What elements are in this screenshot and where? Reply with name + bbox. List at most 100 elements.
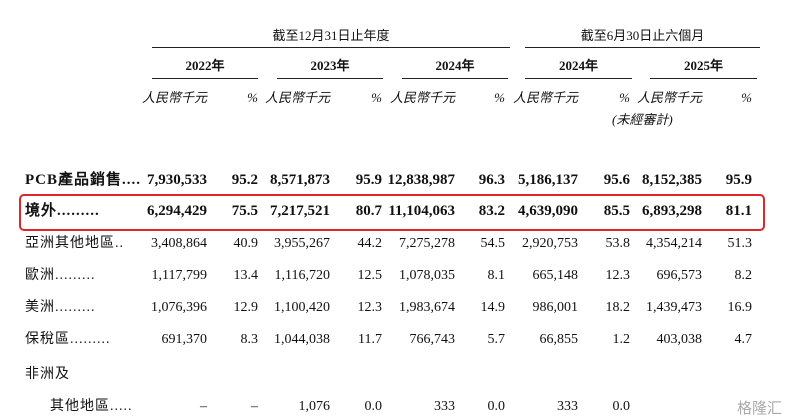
unit-label: 人民幣千元 xyxy=(141,90,207,105)
cell: – xyxy=(200,399,207,414)
cell: 8.3 xyxy=(240,332,259,347)
cell: 1,983,674 xyxy=(399,300,455,315)
unit-label: 人民幣千元 xyxy=(512,90,578,105)
cell: 403,038 xyxy=(656,332,703,347)
cell: 14.9 xyxy=(480,300,506,315)
year-header: 2025年 xyxy=(683,58,723,73)
cell: 6,893,298 xyxy=(642,203,702,219)
cell: 696,573 xyxy=(656,268,703,283)
cell: 11.7 xyxy=(358,332,382,347)
cell: 333 xyxy=(434,399,455,414)
cell: 7,217,521 xyxy=(270,203,330,219)
unit-label: 人民幣千元 xyxy=(636,90,702,105)
cell: 0.0 xyxy=(364,399,383,414)
cell: – xyxy=(251,399,258,414)
cell: 12.9 xyxy=(233,300,259,315)
row-label: 非洲及 xyxy=(25,367,70,382)
cell: 1,117,799 xyxy=(151,268,207,283)
unit-label: 人民幣千元 xyxy=(389,90,455,105)
rule xyxy=(152,47,510,48)
year-header: 2024年 xyxy=(558,58,598,73)
cell: 80.7 xyxy=(355,203,382,219)
cell: 44.2 xyxy=(357,236,383,251)
cell: 1.2 xyxy=(612,332,631,347)
cell: 7,275,278 xyxy=(399,236,455,251)
cell: 6,294,429 xyxy=(147,203,207,219)
cell: 5,186,137 xyxy=(518,172,578,188)
unit-label: % xyxy=(371,90,382,105)
unaudited-note: (未經審計) xyxy=(612,112,673,127)
unit-label: % xyxy=(494,90,505,105)
cell: 3,408,864 xyxy=(151,236,207,251)
rule xyxy=(277,78,383,79)
cell: 691,370 xyxy=(161,332,208,347)
cell: 12,838,987 xyxy=(387,172,456,188)
row-label: 美洲......... xyxy=(25,300,96,315)
rule xyxy=(650,78,757,79)
cell: 95.9 xyxy=(725,172,752,188)
cell: 2,920,753 xyxy=(522,236,578,251)
cell: 1,100,420 xyxy=(274,300,330,315)
cell: 1,044,038 xyxy=(274,332,330,347)
cell: 13.4 xyxy=(233,268,259,283)
cell: 7,930,533 xyxy=(147,172,207,188)
rule xyxy=(525,47,760,48)
cell: 12.5 xyxy=(357,268,383,283)
year-header: 2023年 xyxy=(310,58,350,73)
cell: 96.3 xyxy=(478,172,505,188)
unit-label: % xyxy=(247,90,258,105)
unit-label: 人民幣千元 xyxy=(264,90,330,105)
cell: 766,743 xyxy=(409,332,456,347)
cell: 83.2 xyxy=(478,203,505,219)
row-label: 歐洲......... xyxy=(25,268,96,283)
cell: 1,076,396 xyxy=(151,300,207,315)
row-label: 境外......... xyxy=(25,203,100,219)
cell: 81.1 xyxy=(725,203,752,219)
row-label: 亞洲其他地區.. xyxy=(25,236,124,251)
cell: 333 xyxy=(557,399,578,414)
row-label: 保稅區......... xyxy=(25,332,111,347)
cell: 5.7 xyxy=(487,332,506,347)
year-header: 2022年 xyxy=(185,58,225,73)
cell: 4,639,090 xyxy=(518,203,578,219)
cell: 8,152,385 xyxy=(642,172,702,188)
period-header: 截至6月30日止六個月 xyxy=(580,28,705,43)
cell: 66,855 xyxy=(539,332,579,347)
cell: 1,078,035 xyxy=(399,268,455,283)
cell: 75.5 xyxy=(231,203,258,219)
cell: 1,076 xyxy=(298,399,331,414)
row-label: 其他地區..... xyxy=(50,399,133,414)
cell: 986,001 xyxy=(532,300,579,315)
period-header: 截至12月31日止年度 xyxy=(272,28,390,43)
cell: 665,148 xyxy=(532,268,579,283)
watermark: 格隆汇 xyxy=(736,399,782,417)
cell: 3,955,267 xyxy=(274,236,330,251)
cell: 18.2 xyxy=(605,300,631,315)
cell: 95.6 xyxy=(603,172,630,188)
cell: 53.8 xyxy=(605,236,631,251)
cell: 8,571,873 xyxy=(270,172,330,188)
cell: 12.3 xyxy=(605,268,631,283)
cell: 0.0 xyxy=(612,399,631,414)
cell: 11,104,063 xyxy=(388,203,455,219)
cell: 12.3 xyxy=(357,300,383,315)
cell: 51.3 xyxy=(727,236,753,251)
cell: 0.0 xyxy=(487,399,506,414)
rule xyxy=(402,78,508,79)
unit-label: % xyxy=(619,90,630,105)
cell: 4.7 xyxy=(734,332,753,347)
cell: 54.5 xyxy=(480,236,506,251)
year-header: 2024年 xyxy=(435,58,475,73)
cell: 1,116,720 xyxy=(274,268,330,283)
cell: 8.2 xyxy=(734,268,753,283)
rule xyxy=(152,78,258,79)
cell: 8.1 xyxy=(487,268,506,283)
rule xyxy=(525,78,632,79)
cell: 95.2 xyxy=(231,172,258,188)
highlight-box xyxy=(19,194,765,231)
cell: 95.9 xyxy=(355,172,382,188)
cell: 4,354,214 xyxy=(646,236,702,251)
unit-label: % xyxy=(741,90,752,105)
cell: 16.9 xyxy=(727,300,753,315)
